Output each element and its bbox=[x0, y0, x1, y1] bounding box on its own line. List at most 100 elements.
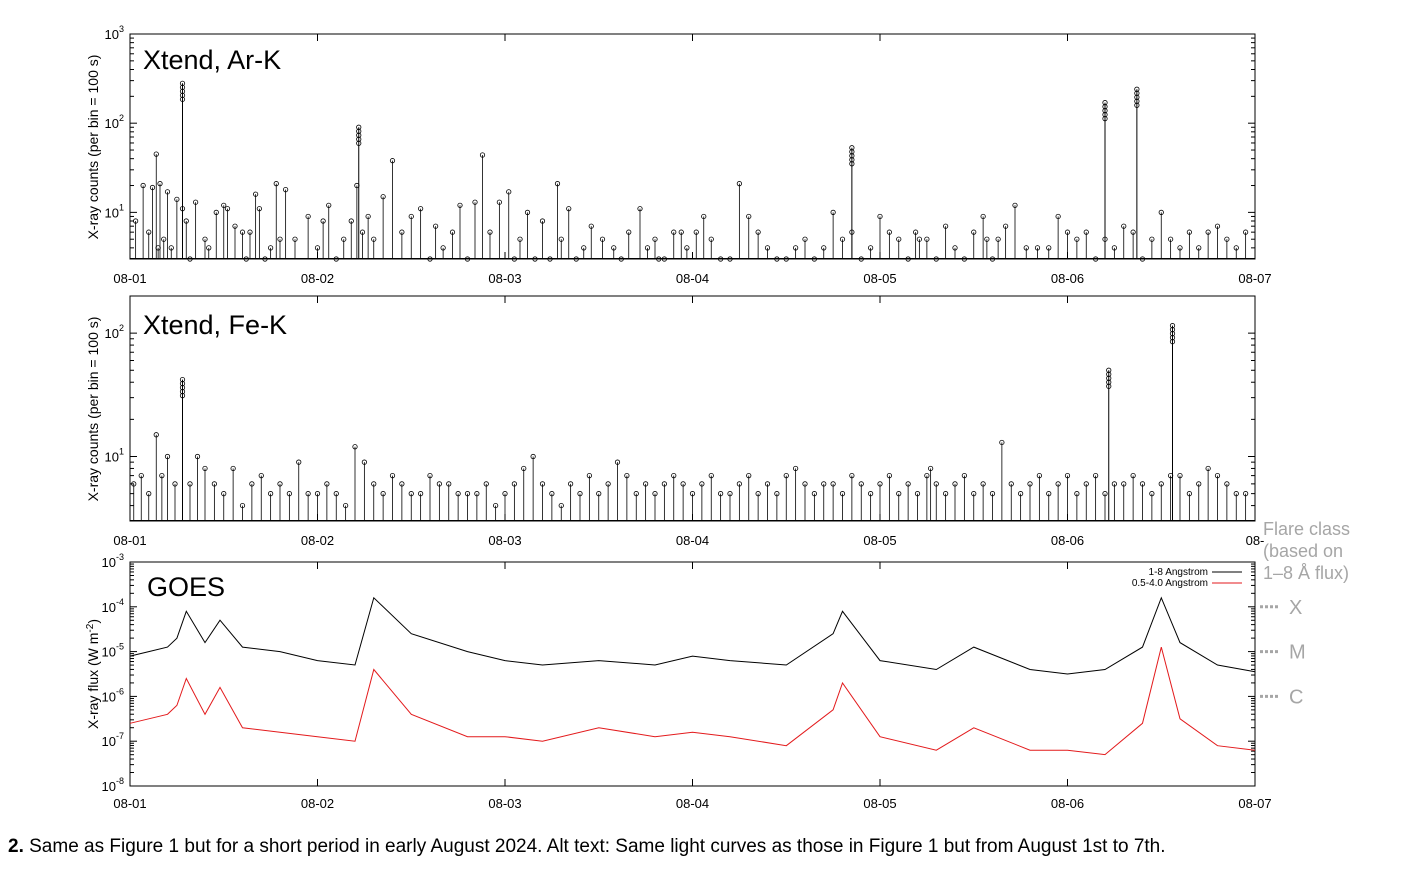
figure-caption: 2. Same as Figure 1 but for a short peri… bbox=[8, 836, 1408, 858]
panel-fe-k: Xtend, Fe-K X-ray counts (per bin = 100 … bbox=[85, 295, 1264, 548]
count-point bbox=[1130, 473, 1136, 479]
y-tick-label: 10-6 bbox=[102, 686, 124, 704]
count-point bbox=[131, 481, 137, 487]
count-point bbox=[159, 473, 165, 479]
flare-class-title-3: 1–8 Å flux) bbox=[1263, 563, 1349, 583]
count-point bbox=[652, 491, 658, 497]
count-point bbox=[849, 473, 855, 479]
count-point bbox=[487, 229, 493, 235]
count-point bbox=[839, 491, 846, 497]
x-tick-label: 08-05 bbox=[863, 796, 896, 811]
count-point bbox=[566, 206, 572, 212]
count-point bbox=[305, 213, 311, 220]
y-tick-exp: -8 bbox=[116, 776, 124, 786]
peak-point bbox=[1134, 94, 1140, 100]
count-point bbox=[333, 491, 339, 497]
count-point bbox=[1074, 236, 1080, 242]
panel-goes-ylabel-sup: -2 bbox=[85, 623, 96, 632]
count-point bbox=[1034, 245, 1041, 251]
count-point bbox=[1168, 236, 1174, 242]
count-point bbox=[1243, 229, 1249, 235]
count-point bbox=[230, 465, 236, 472]
count-point bbox=[517, 236, 523, 242]
count-point bbox=[341, 236, 347, 242]
flare-class-labels: X MC bbox=[1260, 597, 1306, 708]
peak-point bbox=[179, 88, 186, 94]
count-point bbox=[793, 245, 799, 251]
x-tick-label: 08-06 bbox=[1051, 271, 1084, 286]
count-point bbox=[202, 236, 208, 242]
peak-point bbox=[1102, 100, 1108, 106]
y-tick-exp: 1 bbox=[119, 446, 124, 456]
count-point bbox=[1214, 223, 1221, 229]
peak-point bbox=[1134, 102, 1140, 108]
x-tick-label: 08-03 bbox=[488, 796, 521, 811]
count-point bbox=[1196, 481, 1202, 487]
count-point bbox=[283, 187, 289, 193]
count-point bbox=[440, 245, 446, 251]
panel-ar-k: Xtend, Ar-K X-ray counts (per bin = 100 … bbox=[85, 24, 1272, 286]
count-point bbox=[389, 158, 396, 164]
count-point bbox=[221, 202, 227, 208]
count-point bbox=[493, 502, 499, 509]
count-point bbox=[1177, 473, 1183, 479]
goes-legend: 1-8 Angstrom 0.5-4.0 Angstrom bbox=[1132, 567, 1242, 589]
count-point bbox=[256, 206, 262, 212]
count-point bbox=[187, 481, 193, 487]
count-point bbox=[558, 236, 564, 242]
count-point bbox=[886, 473, 892, 479]
count-point bbox=[924, 473, 930, 479]
count-point bbox=[821, 481, 827, 487]
count-point bbox=[138, 473, 144, 479]
count-point bbox=[1008, 481, 1014, 487]
peak-point bbox=[179, 80, 186, 86]
count-point bbox=[183, 218, 189, 224]
x-tick-label: 08-05 bbox=[863, 533, 896, 548]
y-tick-base: 10 bbox=[105, 116, 119, 131]
panel-fe-k-data bbox=[130, 323, 1255, 521]
y-tick-base: 10 bbox=[105, 449, 119, 464]
count-point bbox=[305, 491, 311, 497]
panel-ar-k-ylabel: X-ray counts (per bin = 100 s) bbox=[85, 55, 101, 240]
count-point bbox=[202, 465, 208, 472]
count-point bbox=[1158, 209, 1164, 215]
count-point bbox=[277, 481, 283, 487]
count-point bbox=[764, 245, 771, 251]
count-point bbox=[239, 229, 246, 235]
count-point bbox=[952, 245, 958, 251]
count-point bbox=[680, 481, 686, 487]
count-point bbox=[1111, 481, 1117, 487]
y-tick-exp: -5 bbox=[116, 642, 124, 652]
count-point bbox=[268, 245, 274, 251]
count-point bbox=[433, 223, 439, 229]
class-label: C bbox=[1289, 686, 1303, 708]
count-point bbox=[296, 459, 302, 465]
count-point bbox=[418, 206, 424, 212]
y-tick-label: 10-3 bbox=[102, 552, 124, 570]
flare-class-axis: Flare class (based on 1–8 Å flux) X MC bbox=[1260, 519, 1350, 708]
count-point bbox=[774, 491, 780, 497]
peak-point bbox=[1169, 339, 1176, 345]
panel-goes-data bbox=[129, 596, 1256, 756]
x-tick-label: 08-04 bbox=[676, 271, 709, 286]
count-point bbox=[258, 473, 264, 479]
count-point bbox=[764, 481, 771, 487]
count-point bbox=[549, 491, 555, 497]
count-point bbox=[961, 473, 967, 479]
count-point bbox=[1074, 491, 1080, 497]
panel-goes-label: GOES bbox=[147, 572, 225, 602]
count-point bbox=[474, 491, 480, 497]
count-point bbox=[736, 181, 742, 187]
panel-goes-ylabel: X-ray flux (W m-2) bbox=[85, 619, 102, 729]
count-point bbox=[153, 432, 159, 438]
count-point bbox=[943, 491, 949, 497]
count-point bbox=[408, 213, 414, 220]
count-point bbox=[802, 481, 808, 487]
count-point bbox=[314, 245, 321, 251]
x-tick-label: 08-01 bbox=[113, 533, 146, 548]
count-point bbox=[793, 465, 799, 472]
count-point bbox=[718, 491, 724, 497]
count-point bbox=[399, 229, 405, 235]
